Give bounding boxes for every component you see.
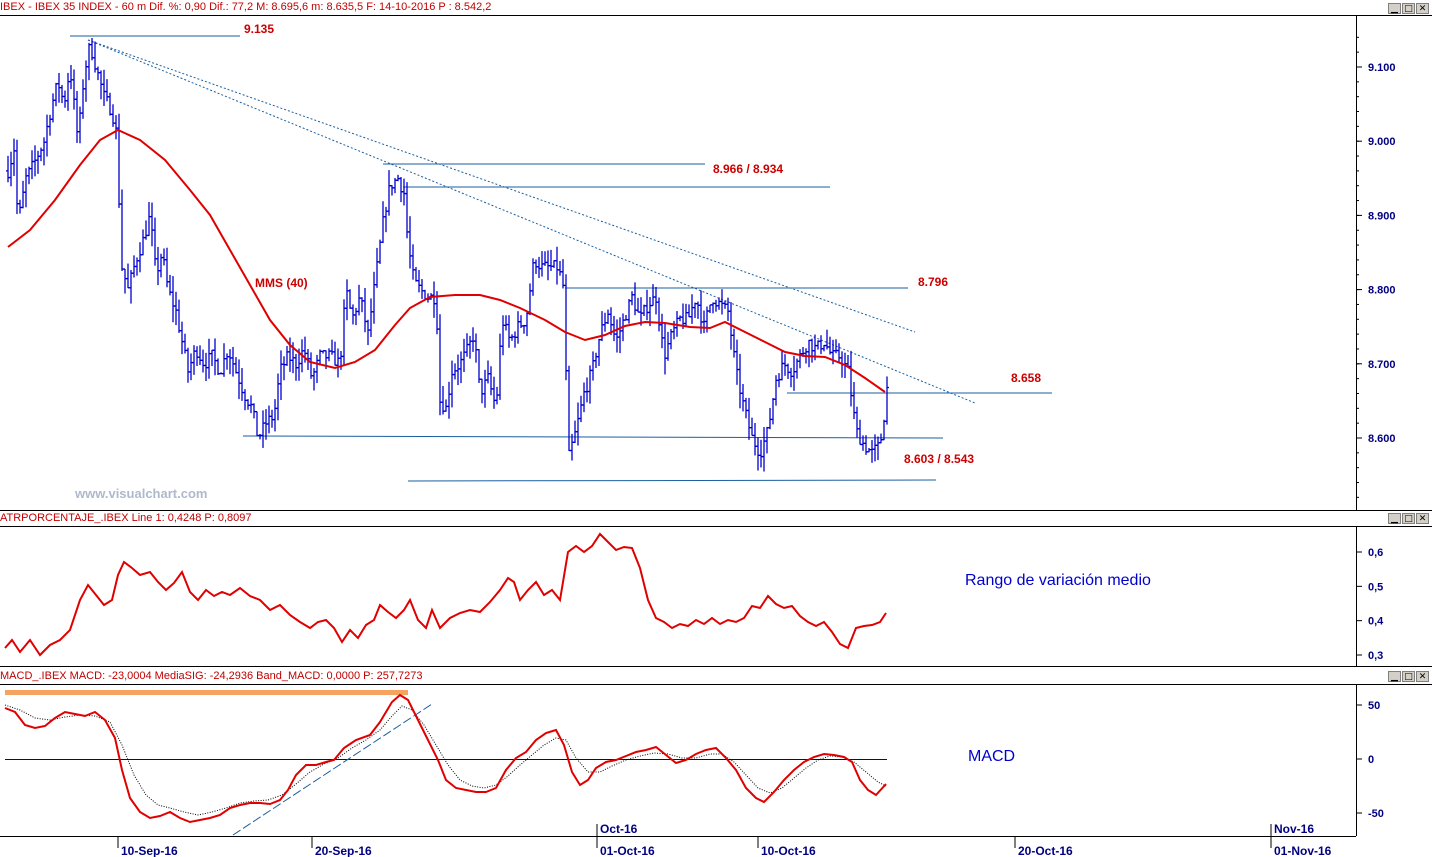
minimize-button[interactable]: ▁	[1388, 513, 1401, 524]
annotation-9135: 9.135	[244, 22, 274, 36]
annotation-8658: 8.658	[1011, 371, 1041, 385]
macd-tick-label: -50	[1368, 808, 1384, 820]
macd-trendline	[232, 703, 433, 836]
close-button[interactable]: ✕	[1416, 671, 1429, 682]
annotation-mms: MMS (40)	[255, 276, 308, 290]
price-tick-label: 9.100	[1368, 62, 1396, 74]
minimize-button[interactable]: ▁	[1388, 671, 1401, 682]
annotation-8796: 8.796	[918, 275, 948, 289]
macd-title: MACD	[968, 748, 1015, 765]
date-label: 01-Nov-16	[1274, 844, 1332, 857]
date-label: 10-Sep-16	[121, 844, 178, 857]
atr-axis: 0,6 0,5 0,4 0,3	[1356, 547, 1384, 662]
atr-title: Rango de variación medio	[965, 572, 1151, 589]
atr-tick-label: 0,5	[1368, 581, 1383, 593]
level-lines	[70, 35, 1052, 482]
date-label: 20-Sep-16	[315, 844, 372, 857]
minimize-button[interactable]: ▁	[1388, 3, 1401, 14]
atr-panel-header: ATRPORCENTAJE_.IBEX Line 1: 0,4248 P: 0,…	[0, 512, 252, 524]
date-label-month: Oct-16	[600, 822, 638, 836]
price-tick-label: 9.000	[1368, 136, 1396, 148]
trendline-upper	[87, 39, 916, 333]
annotation-8966-8934: 8.966 / 8.934	[713, 162, 783, 176]
atr-tick-label: 0,6	[1368, 547, 1383, 559]
macd-highlight-bar	[5, 690, 408, 695]
price-tick-label: 8.700	[1368, 359, 1396, 371]
macd-signal-line	[4, 704, 887, 816]
watermark: www.visualchart.com	[74, 486, 207, 501]
level-8603-line	[242, 435, 944, 439]
macd-tick-label: 0	[1368, 754, 1374, 766]
close-button[interactable]: ✕	[1416, 3, 1429, 14]
macd-axis: 50 0 -50	[1356, 700, 1384, 820]
atr-line	[4, 532, 887, 657]
main-chart-header: IBEX - IBEX 35 INDEX - 60 m Dif. %: 0,90…	[0, 1, 492, 13]
trend-lines	[87, 39, 976, 404]
atr-window-buttons: ▁ □ ✕	[1388, 513, 1429, 524]
maximize-button[interactable]: □	[1402, 671, 1415, 682]
date-axis: Oct-16 Nov-16 10-Sep-16 20-Sep-16 01-Oct-16 1…	[117, 822, 1332, 857]
level-8543-line	[407, 479, 937, 482]
price-tick-label: 8.900	[1368, 210, 1396, 222]
price-axis: 9.100 9.000 8.900 8.800 8.700 8.600	[1356, 36, 1396, 498]
maximize-button[interactable]: □	[1402, 3, 1415, 14]
date-label: 10-Oct-16	[761, 844, 816, 857]
annotation-8603-8543: 8.603 / 8.543	[904, 452, 974, 466]
macd-tick-label: 50	[1368, 700, 1380, 712]
macd-line	[4, 693, 887, 824]
close-button[interactable]: ✕	[1416, 513, 1429, 524]
maximize-button[interactable]: □	[1402, 513, 1415, 524]
trendline-lower	[87, 39, 976, 404]
mms-40-line	[7, 128, 886, 393]
atr-tick-label: 0,4	[1368, 616, 1384, 628]
price-bars	[6, 38, 889, 472]
date-label-month: Nov-16	[1274, 822, 1314, 836]
price-tick-label: 8.800	[1368, 285, 1396, 297]
macd-panel-header: MACD_.IBEX MACD: -23,0004 MediaSIG: -24,…	[0, 670, 423, 682]
atr-tick-label: 0,3	[1368, 650, 1383, 662]
macd-window-buttons: ▁ □ ✕	[1388, 671, 1429, 682]
panel-frames	[0, 15, 1432, 837]
price-tick-label: 8.600	[1368, 433, 1396, 445]
main-window-buttons: ▁ □ ✕	[1388, 3, 1429, 14]
date-label: 20-Oct-16	[1018, 844, 1073, 857]
date-label: 01-Oct-16	[600, 844, 655, 857]
